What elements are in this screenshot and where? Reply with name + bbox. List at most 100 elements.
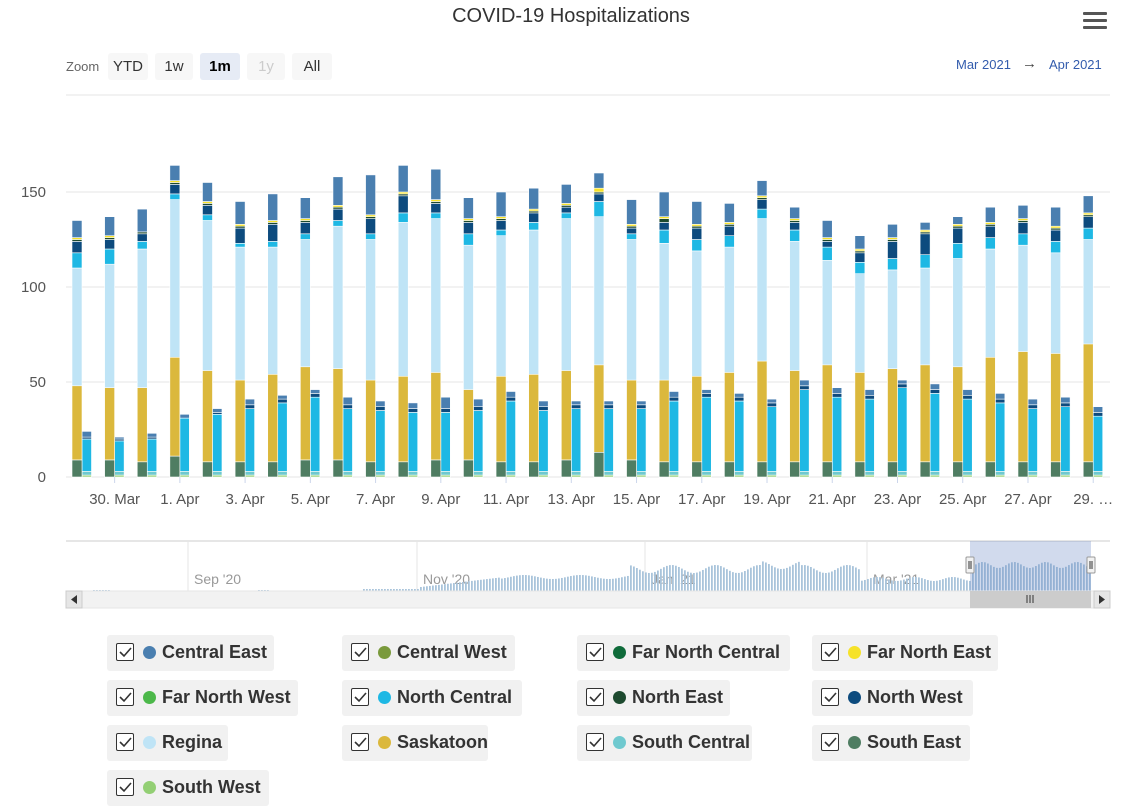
bar-segment[interactable] [212,408,223,413]
bar-segment[interactable] [821,241,833,248]
bar-segment[interactable] [593,201,605,217]
bar-segment[interactable] [962,389,973,396]
legend-checkbox[interactable] [821,733,839,751]
bar-segment[interactable] [440,396,451,409]
bar-segment[interactable] [1017,461,1029,478]
navigator[interactable]: Sep '20 Nov '20 Jan '21 Mar '21 [65,540,1111,609]
bar-segment[interactable] [636,400,647,406]
bar-segment[interactable] [104,248,115,265]
bar-segment[interactable] [854,235,866,250]
bar-segment[interactable] [887,224,898,238]
bar-segment[interactable] [593,451,605,478]
bar-segment[interactable] [244,398,255,406]
bar-segment[interactable] [365,379,376,463]
bar-segment[interactable] [267,193,279,221]
bar-segment[interactable] [1027,398,1038,406]
bar-segment[interactable] [342,396,353,406]
bar-segment[interactable] [397,195,409,214]
bar-segment[interactable] [1082,461,1094,478]
bar-segment[interactable] [179,413,190,419]
bar-segment[interactable] [244,404,255,409]
bar-segment[interactable] [734,393,745,398]
bar-segment[interactable] [430,168,442,200]
bar-segment[interactable] [234,379,246,463]
bar-segment[interactable] [854,461,866,478]
range-to-date[interactable]: Apr 2021 [1049,57,1102,72]
bar-segment[interactable] [570,400,582,406]
bar-segment[interactable] [1050,353,1061,463]
bar-segment[interactable] [985,461,996,478]
bar-segment[interactable] [919,233,931,256]
navigator-handle[interactable] [1086,556,1096,574]
legend-item[interactable]: North East [577,680,730,716]
bar-segment[interactable] [71,459,83,478]
bar-segment[interactable] [897,470,908,476]
bar-segment[interactable] [929,383,940,390]
legend-checkbox[interactable] [586,733,604,751]
zoom-1y-button[interactable]: 1y [247,53,285,80]
bar-segment[interactable] [603,408,614,472]
bar-segment[interactable] [365,461,376,478]
bar-segment[interactable] [952,243,964,259]
bar-segment[interactable] [104,239,115,250]
bar-segment[interactable] [603,404,614,409]
bar-segment[interactable] [887,368,898,463]
bar-segment[interactable] [397,375,409,463]
bar-segment[interactable] [505,396,516,402]
bar-segment[interactable] [756,180,768,197]
bar-segment[interactable] [1092,406,1104,413]
legend-item[interactable]: Saskatoon [342,725,488,761]
bar-segment[interactable] [929,470,940,476]
bar-segment[interactable] [463,459,474,478]
legend-item[interactable]: South East [812,725,970,761]
bar-segment[interactable] [81,470,92,476]
bar-segment[interactable] [473,398,484,408]
bar-segment[interactable] [473,410,484,472]
bar-segment[interactable] [831,387,843,394]
bar-segment[interactable] [756,360,768,463]
bar-segment[interactable] [734,470,745,476]
bar-segment[interactable] [636,470,647,476]
legend-item[interactable]: Central West [342,635,515,671]
bar-segment[interactable] [375,400,386,407]
bar-segment[interactable] [724,461,735,478]
bar-segment[interactable] [985,206,996,223]
bar-segment[interactable] [658,229,670,244]
bar-segment[interactable] [668,400,679,472]
bar-segment[interactable] [821,220,833,238]
legend-item[interactable]: South Central [577,725,752,761]
bar-segment[interactable] [310,396,321,472]
bar-segment[interactable] [864,389,875,396]
zoom-all-button[interactable]: All [292,53,332,80]
bar-segment[interactable] [495,461,507,478]
bar-segment[interactable] [626,199,637,225]
bar-segment[interactable] [495,191,507,218]
bar-segment[interactable] [375,406,386,411]
bar-segment[interactable] [300,366,311,461]
bar-segment[interactable] [407,402,419,409]
bar-segment[interactable] [146,432,158,438]
bar-segment[interactable] [1082,227,1094,240]
bar-segment[interactable] [668,470,679,476]
bar-segment[interactable] [766,402,777,407]
bar-segment[interactable] [342,408,353,472]
bar-segment[interactable] [463,197,474,219]
bar-segment[interactable] [985,237,996,250]
bar-segment[interactable] [897,383,908,388]
bar-segment[interactable] [985,356,996,463]
bar-segment[interactable] [1017,205,1029,219]
bar-segment[interactable] [407,408,419,413]
bar-segment[interactable] [658,191,670,218]
bar-segment[interactable] [1092,415,1104,472]
bar-segment[interactable] [1050,241,1061,254]
bar-segment[interactable] [560,370,572,461]
bar-segment[interactable] [1027,470,1038,476]
legend-checkbox[interactable] [116,778,134,796]
bar-segment[interactable] [169,165,181,181]
bar-segment[interactable] [528,461,539,478]
bar-segment[interactable] [636,408,647,472]
zoom-1m-button[interactable]: 1m [200,53,240,80]
bar-segment[interactable] [114,440,125,472]
bar-segment[interactable] [626,233,637,240]
legend-checkbox[interactable] [116,688,134,706]
